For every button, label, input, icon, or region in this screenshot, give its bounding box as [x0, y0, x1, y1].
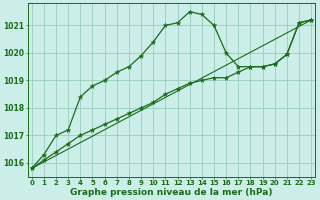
X-axis label: Graphe pression niveau de la mer (hPa): Graphe pression niveau de la mer (hPa) — [70, 188, 273, 197]
